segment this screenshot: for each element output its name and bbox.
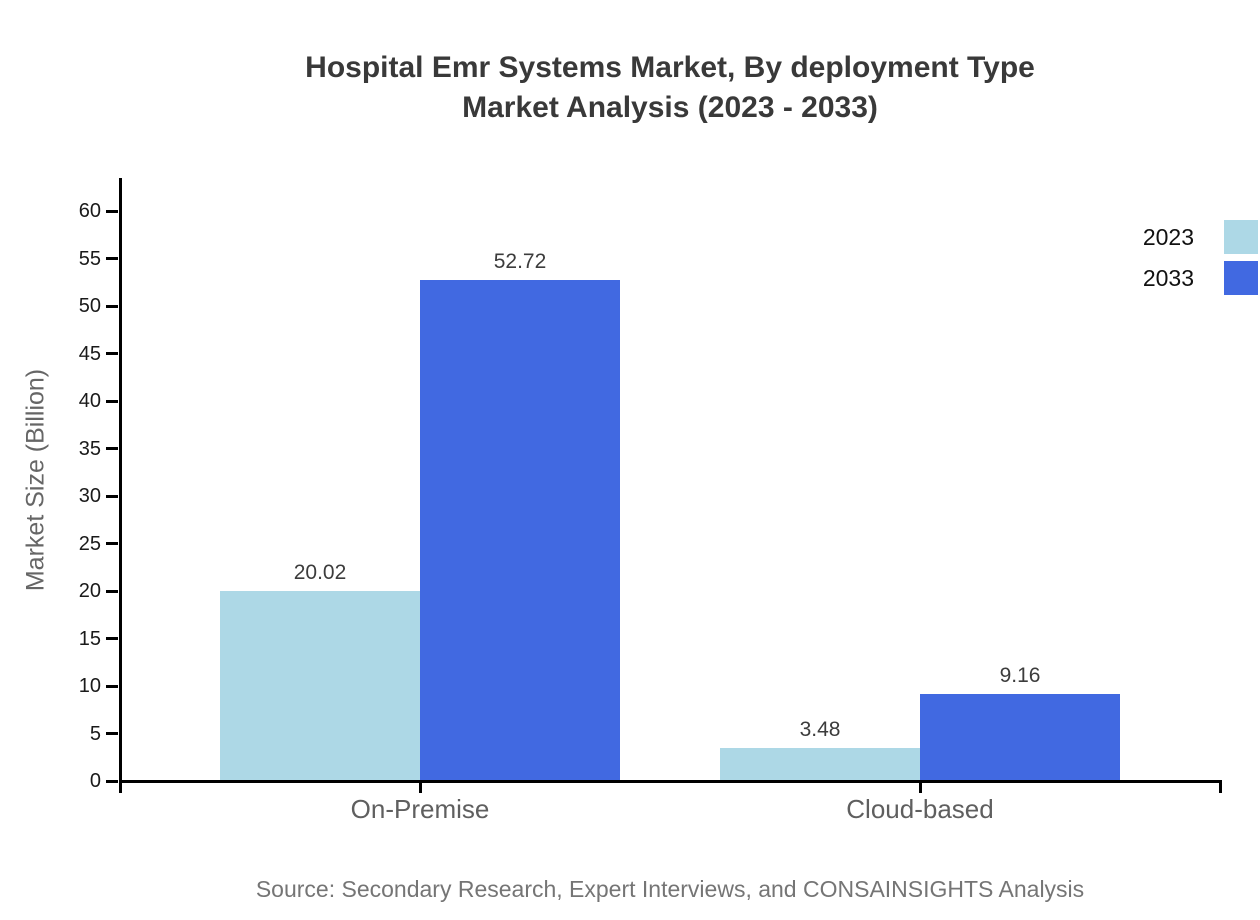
chart-title-line2: Market Analysis (2023 - 2033) [462,91,878,124]
y-tick-label: 20 [78,580,101,603]
bar [920,694,1120,781]
chart-title: Hospital Emr Systems Market, By deployme… [120,48,1220,128]
y-tick-label: 10 [78,675,101,698]
y-tick-label: 35 [78,437,101,460]
y-tick-mark [106,257,118,261]
legend-item-label: 2033 [1142,265,1194,291]
bar-value-label: 9.16 [999,664,1041,688]
y-tick-label: 45 [78,342,101,365]
legend-item-label: 2023 [1142,224,1194,250]
y-tick-label: 60 [78,200,101,223]
legend-swatch [1224,220,1258,254]
y-tick-mark [106,494,118,498]
x-tick-mark [918,781,922,793]
bar-value-label: 20.02 [293,560,347,584]
y-tick-mark [106,304,118,308]
bar-value-label: 3.48 [799,717,841,741]
chart-title-line1: Hospital Emr Systems Market, By deployme… [305,51,1035,84]
y-tick-mark [106,684,118,688]
y-tick-mark [106,352,118,356]
y-tick-label: 5 [89,722,101,745]
y-tick-mark [106,542,118,546]
bar-value-label: 52.72 [493,250,547,274]
y-tick-mark [106,637,118,641]
y-tick-label: 0 [89,770,101,792]
y-tick-label: 25 [78,532,101,555]
x-category-label: Cloud-based [846,794,994,824]
y-tick-mark [106,732,118,736]
y-tick-mark [106,399,118,403]
legend-swatch [1224,261,1258,295]
x-tick-mark [418,781,422,793]
y-tick-mark [106,589,118,593]
y-tick-label: 30 [78,485,101,508]
y-tick-label: 55 [78,247,101,270]
bar [220,590,420,781]
y-tick-mark [106,209,118,213]
y-tick-mark [106,447,118,451]
source-note: Source: Secondary Research, Expert Inter… [255,876,1085,902]
y-tick-mark [106,779,118,783]
bar [420,280,620,781]
x-tick-mark [1218,781,1222,793]
y-tick-label: 40 [78,390,101,413]
x-axis-line [118,779,1222,783]
y-axis-line [118,178,122,793]
y-tick-label: 15 [78,627,101,650]
y-tick-label: 50 [78,295,101,318]
bar [720,747,920,781]
x-category-label: On-Premise [350,794,490,824]
